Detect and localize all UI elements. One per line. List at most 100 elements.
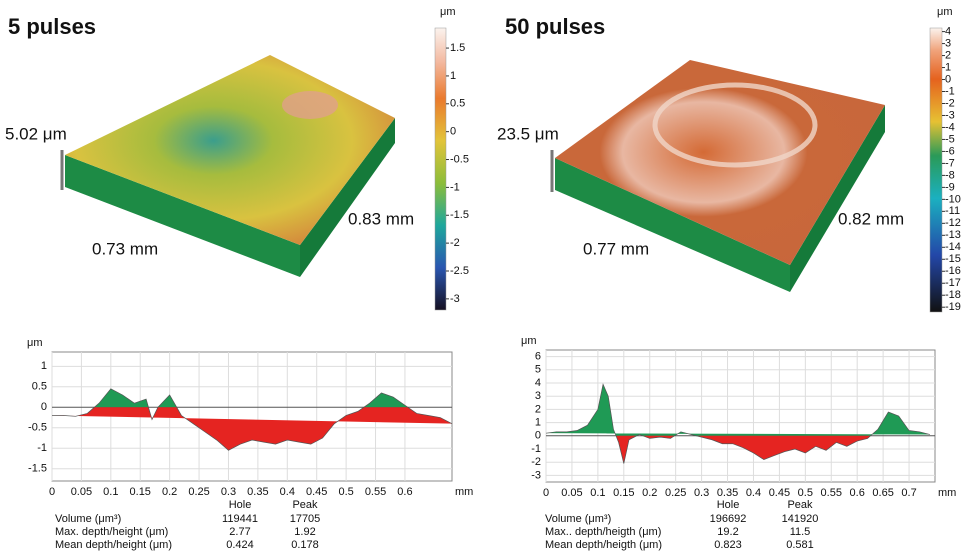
surface-top bbox=[65, 55, 395, 245]
y-tick-label: -1 bbox=[37, 442, 47, 454]
figure: 5 pulses5.02 μm0.73 mm0.83 mmμm1.510.50-… bbox=[0, 0, 962, 555]
table-header: Hole bbox=[229, 499, 252, 511]
x-tick-label: 0.45 bbox=[769, 487, 790, 499]
table-header: Hole bbox=[717, 499, 740, 511]
x-tick-label: 0.3 bbox=[221, 486, 236, 498]
table-row-label: Volume (μm³) bbox=[55, 513, 121, 525]
y-tick-label: -2 bbox=[531, 456, 541, 468]
y-tick-label: -3 bbox=[531, 469, 541, 481]
table-cell: 17705 bbox=[290, 513, 321, 525]
colorbar-tick-label: -7 bbox=[945, 157, 955, 169]
table-cell: 141920 bbox=[782, 513, 819, 525]
y-tick-label: 3 bbox=[535, 390, 541, 402]
table-cell: 11.5 bbox=[790, 526, 811, 538]
table-cell: 19.2 bbox=[717, 526, 738, 538]
x-unit: mm bbox=[938, 487, 956, 499]
colorbar-unit: μm bbox=[440, 6, 456, 18]
y-tick-label: 0 bbox=[535, 430, 541, 442]
y-tick-label: 5 bbox=[535, 364, 541, 376]
x-tick-label: 0 bbox=[543, 487, 549, 499]
table-cell: 196692 bbox=[710, 513, 747, 525]
x-tick-label: 0.25 bbox=[188, 486, 209, 498]
surface-y-label: 0.83 mm bbox=[348, 209, 414, 228]
x-tick-label: 0.5 bbox=[338, 486, 353, 498]
x-tick-label: 0.15 bbox=[130, 486, 151, 498]
colorbar-tick-label: -1.5 bbox=[450, 209, 469, 221]
y-unit: μm bbox=[27, 337, 43, 349]
colorbar-tick-label: -4 bbox=[945, 121, 955, 133]
colorbar-tick-label: -16 bbox=[945, 265, 961, 277]
x-tick-label: 0.45 bbox=[306, 486, 327, 498]
colorbar-tick-label: 1 bbox=[945, 61, 951, 73]
panel-title: 50 pulses bbox=[505, 14, 605, 39]
y-tick-label: 1 bbox=[535, 417, 541, 429]
y-tick-label: 0.5 bbox=[32, 381, 47, 393]
x-tick-label: 0.35 bbox=[717, 487, 738, 499]
x-tick-label: 0.55 bbox=[365, 486, 386, 498]
colorbar-tick-label: -3 bbox=[450, 293, 460, 305]
surface-peak bbox=[282, 91, 338, 119]
x-tick-label: 0 bbox=[49, 486, 55, 498]
colorbar-tick-label: -12 bbox=[945, 217, 961, 229]
colorbar bbox=[435, 28, 446, 310]
colorbar-tick-label: 0 bbox=[450, 126, 456, 138]
colorbar-tick-label: -1 bbox=[450, 181, 460, 193]
colorbar-tick-label: -6 bbox=[945, 145, 955, 157]
y-tick-label: -1.5 bbox=[28, 463, 47, 475]
colorbar-unit: μm bbox=[937, 6, 953, 18]
y-unit: μm bbox=[521, 335, 537, 347]
table-row-label: Volume (μm³) bbox=[545, 513, 611, 525]
x-tick-label: 0.3 bbox=[694, 487, 709, 499]
y-tick-label: 4 bbox=[535, 377, 541, 389]
x-tick-label: 0.6 bbox=[397, 486, 412, 498]
x-tick-label: 0.15 bbox=[613, 487, 634, 499]
colorbar-tick-label: 1 bbox=[450, 70, 456, 82]
table-cell: 0.424 bbox=[226, 539, 254, 551]
x-tick-label: 0.65 bbox=[872, 487, 893, 499]
colorbar-tick-label: 2 bbox=[945, 49, 951, 61]
table-row-label: Max.. depth/heigth (μm) bbox=[545, 526, 661, 538]
colorbar-tick-label: 3 bbox=[945, 37, 951, 49]
surface-height-label: 5.02 μm bbox=[5, 124, 67, 143]
table-header: Peak bbox=[292, 499, 318, 511]
x-tick-label: 0.2 bbox=[642, 487, 657, 499]
colorbar-tick-label: 1.5 bbox=[450, 42, 465, 54]
colorbar-tick-label: -0.5 bbox=[450, 153, 469, 165]
colorbar-tick-label: -9 bbox=[945, 181, 955, 193]
colorbar-tick-label: -8 bbox=[945, 169, 955, 181]
colorbar-tick-label: -3 bbox=[945, 109, 955, 121]
x-tick-label: 0.25 bbox=[665, 487, 686, 499]
table-header: Peak bbox=[787, 499, 813, 511]
surface-height-label: 23.5 μm bbox=[497, 124, 559, 143]
x-tick-label: 0.5 bbox=[798, 487, 813, 499]
y-tick-label: 1 bbox=[41, 360, 47, 372]
colorbar-tick-label: -13 bbox=[945, 229, 961, 241]
surface-y-label: 0.82 mm bbox=[838, 209, 904, 228]
colorbar-tick-label: -5 bbox=[945, 133, 955, 145]
x-tick-label: 0.1 bbox=[590, 487, 605, 499]
x-tick-label: 0.05 bbox=[71, 486, 92, 498]
x-tick-label: 0.6 bbox=[850, 487, 865, 499]
y-tick-label: -1 bbox=[531, 443, 541, 455]
table-cell: 0.178 bbox=[291, 539, 319, 551]
table-row-label: Max. depth/height (μm) bbox=[55, 526, 168, 538]
table-cell: 119441 bbox=[222, 513, 258, 525]
y-tick-label: -0.5 bbox=[28, 422, 47, 434]
colorbar-tick-label: -1 bbox=[945, 85, 955, 97]
colorbar-tick-label: -17 bbox=[945, 277, 961, 289]
surface-x-label: 0.73 mm bbox=[92, 239, 158, 258]
table-cell: 0.581 bbox=[786, 539, 814, 551]
x-tick-label: 0.7 bbox=[901, 487, 916, 499]
y-tick-label: 6 bbox=[535, 351, 541, 363]
x-unit: mm bbox=[455, 486, 473, 498]
colorbar-tick-label: -10 bbox=[945, 193, 961, 205]
x-tick-label: 0.55 bbox=[821, 487, 842, 499]
x-tick-label: 0.05 bbox=[561, 487, 582, 499]
table-cell: 2.77 bbox=[229, 526, 250, 538]
colorbar-tick-label: -19 bbox=[945, 301, 961, 313]
colorbar-tick-label: -18 bbox=[945, 289, 961, 301]
colorbar-tick-label: -11 bbox=[945, 205, 960, 217]
colorbar-tick-label: -15 bbox=[945, 253, 961, 265]
panel-title: 5 pulses bbox=[8, 14, 96, 39]
colorbar-tick-label: -2 bbox=[450, 237, 460, 249]
